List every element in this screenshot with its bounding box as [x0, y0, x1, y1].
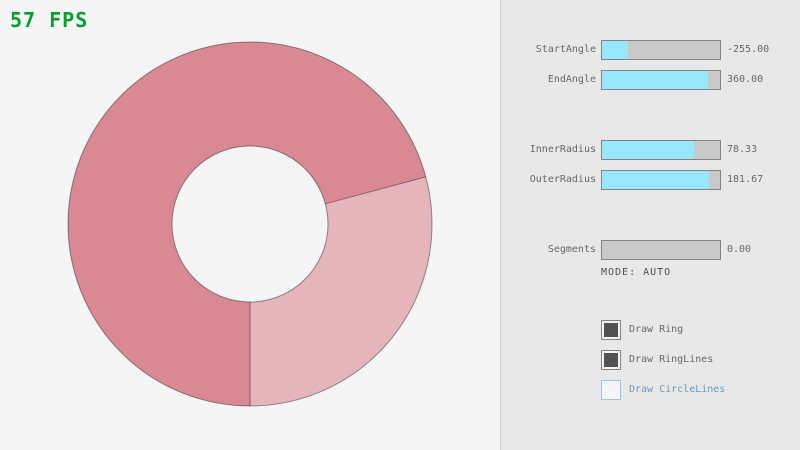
inner-radius-value: 78.33	[727, 144, 758, 155]
ring-chart	[67, 41, 433, 407]
fps-counter: 57 FPS	[10, 8, 89, 32]
inner-radius-label: InnerRadius	[529, 144, 596, 155]
start-angle-value: -255.00	[727, 44, 770, 55]
inner-radius-slider-fill	[602, 141, 695, 159]
start-angle-label: StartAngle	[535, 44, 596, 55]
start-angle-slider-fill	[602, 41, 628, 59]
draw-circlelines-checkbox[interactable]	[601, 380, 621, 400]
end-angle-value: 360.00	[727, 74, 764, 85]
draw-ringlines-checkbox[interactable]	[601, 350, 621, 370]
ring-outer-outline	[67, 41, 433, 407]
inner-radius-slider[interactable]	[601, 140, 721, 160]
segments-mode-text: MODE: AUTO	[601, 267, 672, 278]
checkbox-row-draw-ringlines[interactable]: Draw RingLines	[501, 350, 800, 370]
outer-radius-label: OuterRadius	[529, 174, 596, 185]
ring-radial-line-end	[325, 176, 426, 205]
outer-radius-value: 181.67	[727, 174, 764, 185]
ring-inner-outline	[171, 145, 329, 303]
segments-value: 0.00	[727, 244, 752, 255]
slider-row-segments: Segments 0.00	[501, 240, 800, 260]
ring-sector-overlap	[68, 42, 426, 406]
slider-row-end-angle: EndAngle 360.00	[501, 70, 800, 90]
control-panel: StartAngle -255.00 EndAngle 360.00 Inner…	[500, 0, 800, 450]
checkbox-row-draw-circlelines[interactable]: Draw CircleLines	[501, 380, 800, 400]
draw-ring-label: Draw Ring	[629, 324, 684, 335]
end-angle-label: EndAngle	[547, 74, 596, 85]
start-angle-slider[interactable]	[601, 40, 721, 60]
segments-label: Segments	[547, 244, 596, 255]
slider-row-outer-radius: OuterRadius 181.67	[501, 170, 800, 190]
end-angle-slider-fill	[602, 71, 709, 89]
outer-radius-slider-fill	[602, 171, 710, 189]
ring-sector-single	[250, 176, 433, 407]
end-angle-slider[interactable]	[601, 70, 721, 90]
draw-ring-checkbox[interactable]	[601, 320, 621, 340]
outer-radius-slider[interactable]	[601, 170, 721, 190]
draw-circlelines-label: Draw CircleLines	[629, 384, 726, 395]
slider-row-inner-radius: InnerRadius 78.33	[501, 140, 800, 160]
slider-row-start-angle: StartAngle -255.00	[501, 40, 800, 60]
draw-ringlines-label: Draw RingLines	[629, 354, 714, 365]
segments-slider[interactable]	[601, 240, 721, 260]
checkbox-row-draw-ring[interactable]: Draw Ring	[501, 320, 800, 340]
